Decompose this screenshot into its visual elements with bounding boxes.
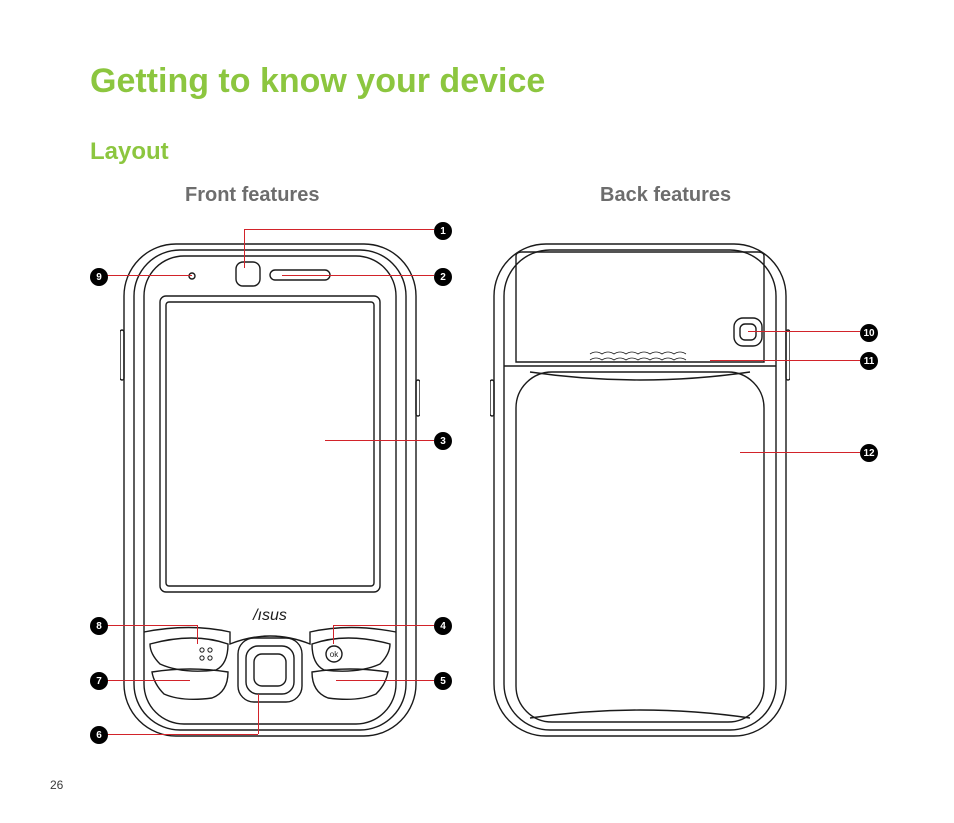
- leader-line: [96, 625, 197, 626]
- page-number: 26: [50, 778, 63, 792]
- leader-line: [333, 625, 334, 644]
- callout-badge-11: 11: [860, 352, 878, 370]
- leader-line: [282, 275, 434, 276]
- callout-badge-9: 9: [90, 268, 108, 286]
- ok-button-label: ok: [330, 650, 339, 659]
- front-features-label: Front features: [185, 184, 319, 207]
- manual-page: Getting to know your device Layout Front…: [0, 0, 954, 823]
- leader-line: [333, 625, 434, 626]
- callout-badge-10: 10: [860, 324, 878, 342]
- callout-badge-6: 6: [90, 726, 108, 744]
- page-title: Getting to know your device: [90, 62, 545, 101]
- section-heading: Layout: [90, 138, 169, 166]
- callout-badge-7: 7: [90, 672, 108, 690]
- leader-line: [336, 680, 434, 681]
- leader-line: [325, 440, 434, 441]
- leader-line: [96, 275, 192, 276]
- leader-line: [710, 360, 860, 361]
- leader-line: [96, 680, 190, 681]
- callout-badge-3: 3: [434, 432, 452, 450]
- callout-badge-2: 2: [434, 268, 452, 286]
- callout-badge-12: 12: [860, 444, 878, 462]
- leader-line: [748, 331, 860, 332]
- leader-line: [96, 734, 258, 735]
- callout-badge-5: 5: [434, 672, 452, 690]
- leader-line: [197, 625, 198, 644]
- callout-badge-1: 1: [434, 222, 452, 240]
- leader-line: [244, 229, 434, 230]
- device-back-illustration: [490, 240, 790, 740]
- brand-logo: /ısus: [252, 607, 287, 624]
- callout-badge-4: 4: [434, 617, 452, 635]
- leader-line: [740, 452, 860, 453]
- leader-line: [258, 694, 259, 734]
- leader-line: [244, 229, 245, 268]
- back-features-label: Back features: [600, 184, 731, 207]
- device-front-illustration: /ısus ok: [120, 240, 420, 740]
- callout-badge-8: 8: [90, 617, 108, 635]
